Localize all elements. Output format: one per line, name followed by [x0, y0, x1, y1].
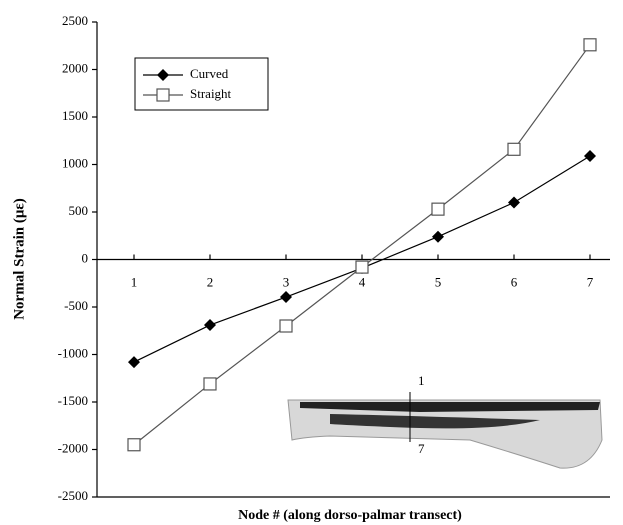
legend-label: Curved — [190, 66, 229, 81]
data-point — [280, 291, 292, 303]
chart: 1 7 Node # (along dorso-palmar transect)… — [0, 0, 623, 525]
y-tick-label: 0 — [82, 250, 89, 265]
y-tick-label: -1500 — [58, 393, 88, 408]
data-point — [584, 39, 596, 51]
data-point — [356, 261, 368, 273]
data-point — [432, 231, 444, 243]
data-point — [432, 203, 444, 215]
inset-label: 1 — [418, 373, 425, 388]
y-tick-label: -500 — [64, 298, 88, 313]
x-tick-label: 5 — [435, 274, 442, 289]
data-point — [280, 320, 292, 332]
y-tick-label: -1000 — [58, 345, 88, 360]
y-tick-label: -2000 — [58, 440, 88, 455]
inset-label: 7 — [418, 441, 425, 456]
y-tick-label: 1500 — [62, 108, 88, 123]
y-axis-label: Normal Strain (με) — [11, 198, 27, 320]
y-tick-label: 1000 — [62, 155, 88, 170]
data-point — [508, 143, 520, 155]
x-axis-label: Node # (along dorso-palmar transect) — [238, 508, 462, 523]
y-tick-label: -2500 — [58, 488, 88, 503]
x-tick-label: 4 — [359, 274, 366, 289]
inset-mesh — [288, 392, 602, 468]
data-point — [128, 356, 140, 368]
x-tick-label: 1 — [131, 274, 138, 289]
data-point — [128, 439, 140, 451]
legend-label: Straight — [190, 86, 232, 101]
y-tick-label: 500 — [69, 203, 89, 218]
data-point — [204, 378, 216, 390]
x-tick-label: 6 — [511, 274, 518, 289]
data-point — [508, 197, 520, 209]
legend-marker — [157, 89, 169, 101]
x-tick-label: 3 — [283, 274, 290, 289]
x-tick-label: 2 — [207, 274, 214, 289]
data-point — [584, 150, 596, 162]
x-tick-label: 7 — [587, 274, 594, 289]
y-tick-label: 2500 — [62, 13, 88, 28]
data-point — [204, 319, 216, 331]
y-tick-label: 2000 — [62, 60, 88, 75]
